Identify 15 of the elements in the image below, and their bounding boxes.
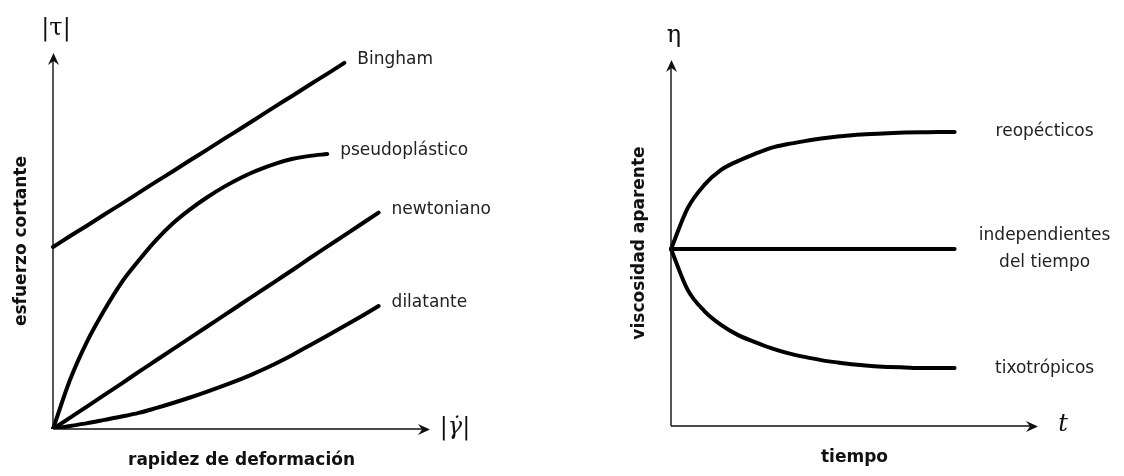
text: tixotrópicos (995, 356, 1095, 377)
text: η (666, 20, 682, 49)
series-label: independientes del tiempo (978, 223, 1111, 271)
text: |γ̇| (439, 412, 471, 442)
text: |τ| (41, 13, 71, 43)
x-axis-title: tiempo (820, 446, 889, 467)
x-axis-title: rapidez de deformación (127, 449, 356, 470)
series-label: pseudoplástico (340, 139, 469, 160)
y-axis-title: esfuerzo cortante (10, 155, 31, 327)
series-label: dilatante (391, 291, 468, 312)
series-label: newtoniano (391, 198, 491, 219)
text: reopécticos (995, 120, 1094, 141)
series-label: Bingham (357, 48, 434, 69)
text: t (1058, 409, 1069, 438)
y-axis-title: viscosidad aparente (628, 146, 649, 340)
